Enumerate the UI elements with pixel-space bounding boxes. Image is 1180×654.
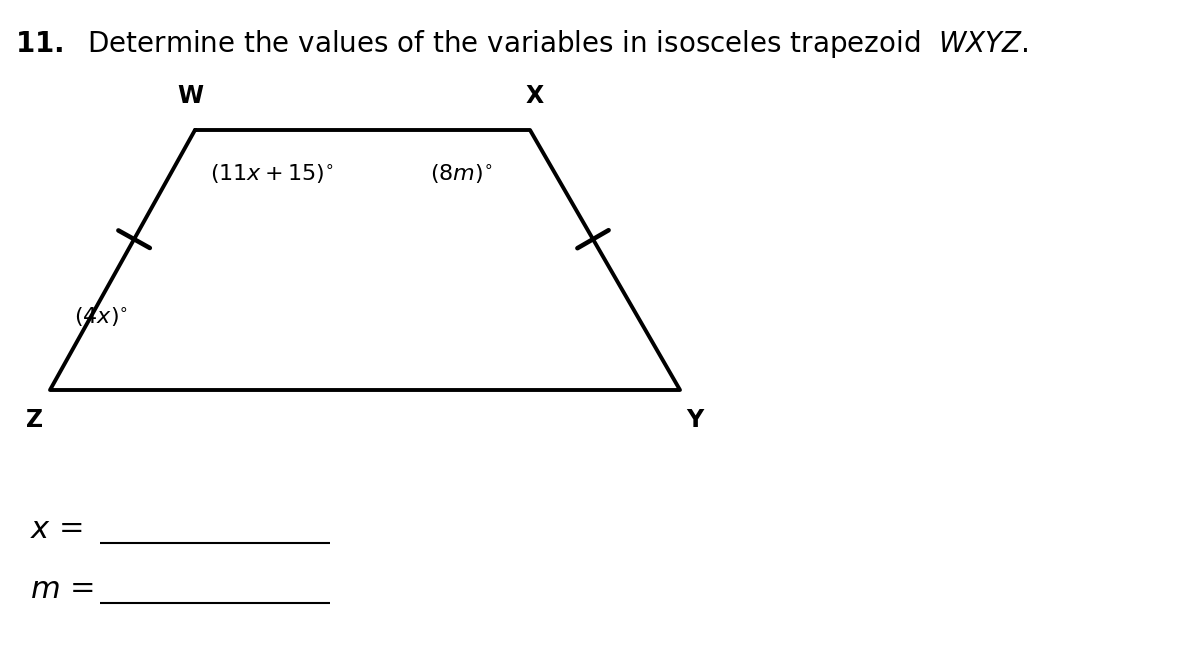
Text: W: W [177, 84, 203, 108]
Text: Y: Y [687, 408, 703, 432]
Text: $\mathbf{11.}$  Determine the values of the variables in isosceles trapezoid  $\: $\mathbf{11.}$ Determine the values of t… [15, 28, 1029, 60]
Text: $x$ =: $x$ = [30, 515, 83, 545]
Text: $(8m)^{\circ}$: $(8m)^{\circ}$ [430, 162, 492, 186]
Text: X: X [526, 84, 544, 108]
Text: $m$ =: $m$ = [30, 574, 93, 606]
Text: Z: Z [26, 408, 44, 432]
Text: $(11x + 15)^{\circ}$: $(11x + 15)^{\circ}$ [210, 162, 334, 186]
Text: $(4x)^{\circ}$: $(4x)^{\circ}$ [74, 305, 129, 329]
